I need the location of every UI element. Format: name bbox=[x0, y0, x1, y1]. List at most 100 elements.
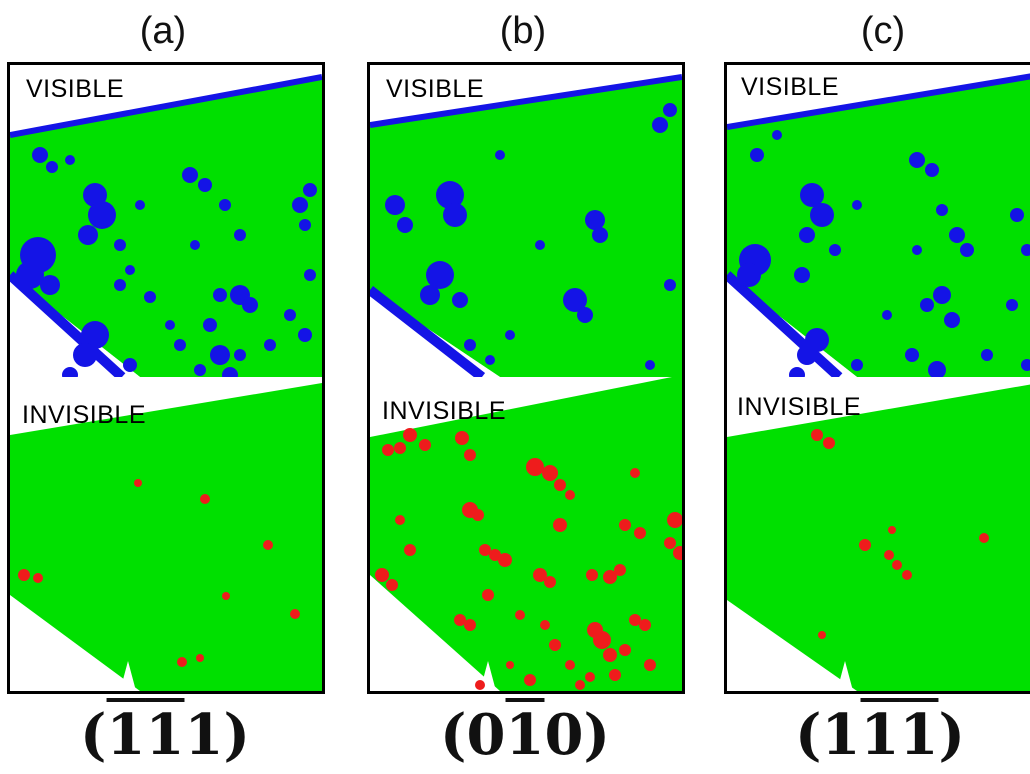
red-defect-4 bbox=[892, 560, 902, 570]
visible-edge-line bbox=[370, 74, 682, 128]
red-defect-36 bbox=[593, 631, 611, 649]
red-defect-7 bbox=[177, 657, 187, 667]
blue-defect-14 bbox=[933, 286, 951, 304]
blue-defect-14 bbox=[535, 240, 545, 250]
red-defect-37 bbox=[603, 648, 617, 662]
visible-region bbox=[370, 77, 682, 377]
blue-defect-26 bbox=[210, 345, 230, 365]
red-defect-49 bbox=[395, 515, 405, 525]
blue-defect-25 bbox=[1021, 244, 1030, 256]
visible-label-a: VISIBLE bbox=[26, 75, 124, 103]
blue-defect-10 bbox=[452, 292, 468, 308]
blue-defect-6 bbox=[737, 263, 761, 287]
blue-defect-4 bbox=[385, 195, 405, 215]
miller-c-open: ( bbox=[795, 702, 822, 768]
visible-region bbox=[727, 76, 1030, 377]
red-defect-39 bbox=[629, 614, 641, 626]
red-defect-3 bbox=[18, 569, 30, 581]
blue-defect-10 bbox=[125, 265, 135, 275]
blue-defect-1 bbox=[663, 103, 677, 117]
blue-defect-0 bbox=[652, 117, 668, 133]
visible-edge-diag bbox=[10, 271, 126, 381]
red-defect-38 bbox=[619, 644, 631, 656]
red-defect-3 bbox=[884, 550, 894, 560]
miller-b-k: 1 bbox=[505, 702, 545, 768]
blue-defect-11 bbox=[949, 227, 965, 243]
miller-b-h: 0 bbox=[466, 702, 506, 768]
red-defect-5 bbox=[222, 592, 230, 600]
red-defect-42 bbox=[609, 669, 621, 681]
blue-defect-19 bbox=[505, 330, 515, 340]
notch-bottom bbox=[837, 661, 853, 691]
visible-edge-line bbox=[727, 73, 1030, 130]
blue-defect-17 bbox=[797, 345, 817, 365]
red-defect-32 bbox=[464, 619, 476, 631]
blue-defect-0 bbox=[750, 148, 764, 162]
blue-defect-2 bbox=[800, 183, 824, 207]
red-defect-22 bbox=[479, 544, 491, 556]
blue-defect-16 bbox=[645, 360, 655, 370]
red-defect-1 bbox=[200, 494, 210, 504]
blue-defect-11 bbox=[563, 288, 587, 312]
panel-a-image: VISIBLE INVISIBLE bbox=[7, 62, 325, 694]
blue-defect-30 bbox=[981, 349, 993, 361]
blue-defect-25 bbox=[194, 364, 206, 376]
visible-edge-diag bbox=[727, 271, 843, 381]
miller-c-k: 1 bbox=[860, 702, 900, 768]
invisible-region bbox=[727, 384, 1030, 691]
red-defect-48 bbox=[475, 680, 485, 690]
blue-defect-32 bbox=[299, 219, 311, 231]
red-defect-5 bbox=[902, 570, 912, 580]
red-defect-0 bbox=[811, 429, 823, 441]
red-defect-50 bbox=[506, 661, 514, 669]
blue-defect-31 bbox=[303, 183, 317, 197]
miller-c-l: 1 bbox=[899, 702, 939, 768]
visible-edge-diag bbox=[370, 286, 486, 381]
blue-defect-9 bbox=[114, 279, 126, 291]
invisible-label-b: INVISIBLE bbox=[382, 397, 506, 425]
red-defect-6 bbox=[526, 458, 544, 476]
blue-defect-7 bbox=[794, 267, 810, 283]
panel-letter-a: (a) bbox=[139, 10, 187, 52]
red-defect-34 bbox=[540, 620, 550, 630]
blue-defect-15 bbox=[664, 279, 676, 291]
blue-defect-33 bbox=[304, 269, 316, 281]
red-defect-17 bbox=[664, 537, 676, 549]
red-defect-7 bbox=[979, 533, 989, 543]
blue-defect-5 bbox=[78, 225, 98, 245]
miller-c-close: ) bbox=[938, 702, 965, 768]
red-defect-7 bbox=[542, 465, 558, 481]
blue-defect-19 bbox=[203, 318, 217, 332]
miller-b-close: ) bbox=[583, 702, 610, 768]
red-defect-2 bbox=[263, 540, 273, 550]
red-defect-25 bbox=[533, 568, 547, 582]
blue-defect-27 bbox=[1021, 359, 1030, 371]
blue-defect-11 bbox=[144, 291, 156, 303]
blue-defect-7 bbox=[16, 261, 44, 289]
blue-defect-19 bbox=[851, 359, 863, 371]
blue-defect-12 bbox=[182, 167, 198, 183]
blue-defect-36 bbox=[165, 320, 175, 330]
blue-defect-13 bbox=[495, 150, 505, 160]
red-defect-12 bbox=[472, 509, 484, 521]
red-defect-19 bbox=[404, 544, 416, 556]
invisible-region bbox=[370, 375, 682, 691]
panel-c-map bbox=[727, 65, 1030, 691]
red-defect-2 bbox=[403, 428, 417, 442]
visible-label-c: VISIBLE bbox=[741, 73, 839, 101]
blue-defect-7 bbox=[592, 227, 608, 243]
blue-defect-21 bbox=[73, 343, 97, 367]
blue-defect-8 bbox=[426, 261, 454, 289]
blue-defect-9 bbox=[420, 285, 440, 305]
panel-b-map bbox=[370, 65, 682, 691]
blue-defect-20 bbox=[905, 348, 919, 362]
red-defect-1 bbox=[823, 437, 835, 449]
blue-defect-24 bbox=[1010, 208, 1024, 222]
blue-defect-33 bbox=[829, 244, 841, 256]
miller-a-close: ) bbox=[223, 702, 250, 768]
red-defect-27 bbox=[482, 589, 494, 601]
red-defect-1 bbox=[394, 442, 406, 454]
blue-defect-10 bbox=[936, 204, 948, 216]
panel-a-map bbox=[10, 65, 322, 691]
blue-defect-18 bbox=[242, 297, 258, 313]
